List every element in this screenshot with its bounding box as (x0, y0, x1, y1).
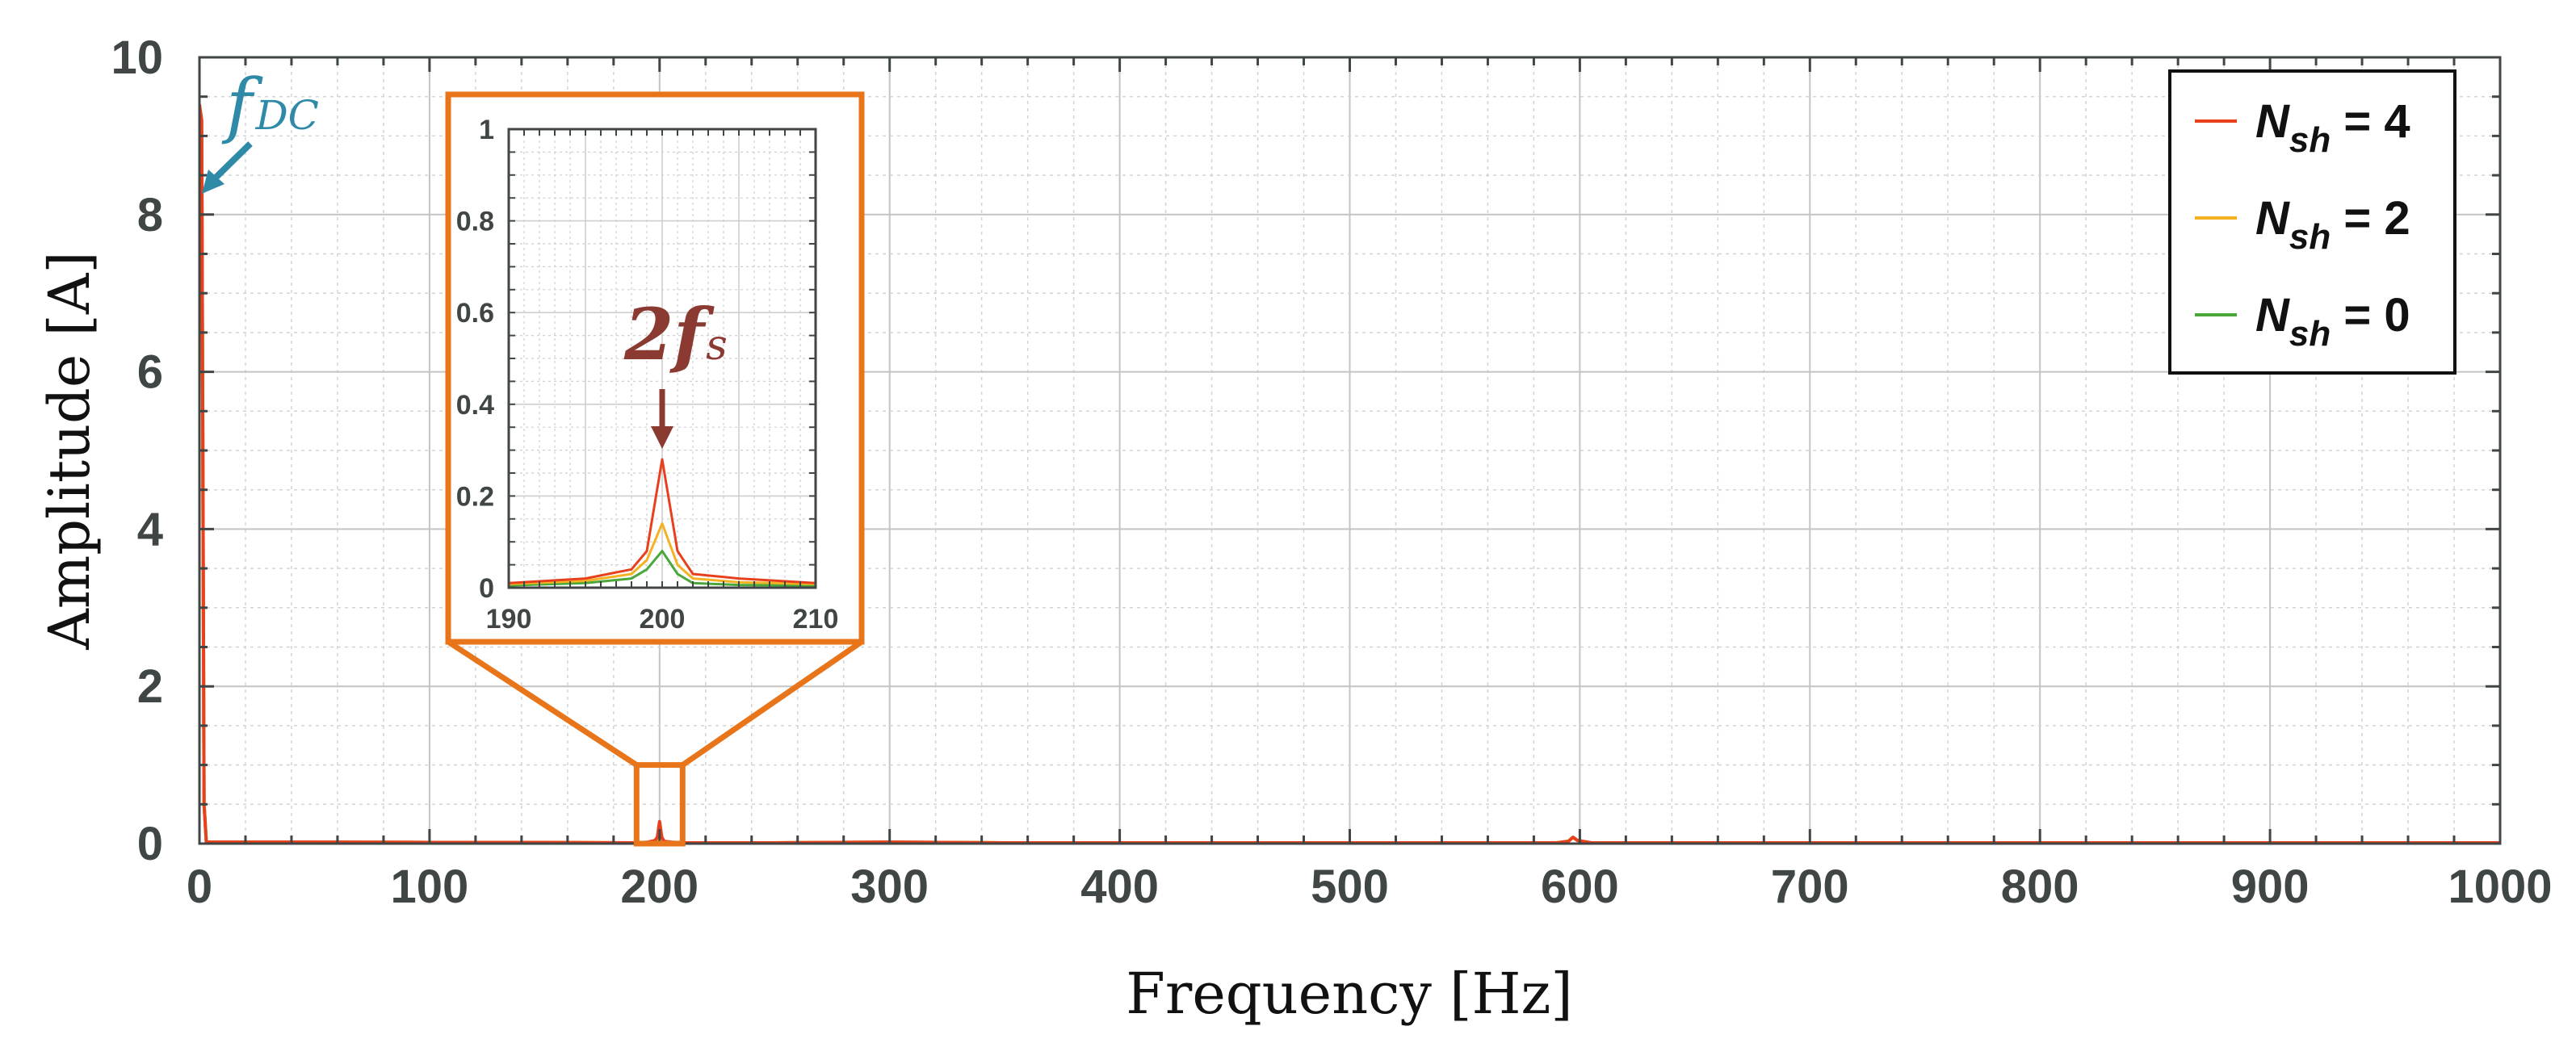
y-tick-label: 10 (111, 31, 163, 84)
inset-y-tick-label: 1 (479, 115, 494, 145)
zoom-region-box (633, 762, 686, 847)
annotation-fdc-sub: DC (255, 92, 319, 139)
x-tick-label: 0 (187, 861, 212, 913)
inset-series-line-Nsh-0 (509, 550, 816, 587)
inset-y-tick-labels: 0 0.2 0.4 0.6 0.8 1 (456, 115, 494, 604)
y-tick-label: 2 (137, 660, 163, 713)
x-axis-title: Frequency [Hz] (1126, 961, 1572, 1027)
x-tick-labels: 0 100 200 300 400 500 600 700 800 900 1000 (187, 861, 2553, 913)
legend-label: Nsh = 2 (2255, 192, 2410, 257)
inset-x-tick-labels: 190 200 210 (486, 604, 839, 635)
zoom-region (447, 639, 863, 847)
x-tick-label: 100 (391, 861, 469, 913)
annotation-2fs-label: 2fs (623, 292, 728, 376)
legend-label-suffix: = 4 (2331, 95, 2410, 148)
inset-x-tick-label: 190 (486, 604, 532, 635)
annotation-fdc-arrow (209, 141, 253, 184)
x-tick-label: 300 (850, 861, 929, 913)
annotation-2fs-arrowhead (651, 426, 673, 449)
inset-chart: 190 200 210 0 0.2 0.4 0.6 0.8 1 (445, 91, 865, 645)
x-tick-label: 400 (1080, 861, 1159, 913)
legend-label-suffix: = 2 (2331, 192, 2410, 245)
inset-ticks (508, 128, 816, 589)
inset-series-group (509, 458, 816, 587)
inset-border (445, 91, 865, 645)
x-tick-label: 700 (1771, 861, 1849, 913)
inset-series-line-Nsh-4 (509, 458, 816, 584)
legend-label-sub: sh (2289, 120, 2331, 160)
legend-label: Nsh = 0 (2255, 289, 2410, 354)
inset-y-tick-label: 0.8 (456, 207, 494, 237)
x-tick-label: 600 (1541, 861, 1619, 913)
y-axis-title: Amplitude [A] (36, 251, 103, 650)
legend-label-sub: sh (2289, 314, 2331, 354)
x-tick-label: 1000 (2448, 861, 2552, 913)
zoom-connector-left (447, 639, 639, 768)
inset-series-line-Nsh-2 (509, 522, 816, 585)
legend-label-sub: sh (2289, 217, 2331, 257)
inset-y-tick-label: 0.2 (456, 481, 494, 512)
inset-x-tick-label: 210 (793, 604, 839, 635)
y-tick-label: 0 (137, 818, 163, 870)
inset-y-tick-label: 0.6 (456, 298, 494, 329)
x-tick-label: 800 (2001, 861, 2079, 913)
main-ticks (198, 56, 2502, 845)
inset-y-tick-label: 0 (479, 573, 494, 604)
annotation-fdc: fDC (202, 63, 319, 194)
y-tick-label: 4 (137, 503, 163, 555)
legend-label: Nsh = 4 (2255, 95, 2410, 160)
x-tick-label: 900 (2231, 861, 2310, 913)
y-tick-label: 8 (137, 189, 163, 241)
legend-label-prefix: N (2255, 289, 2290, 341)
y-tick-label: 6 (137, 346, 163, 399)
inset-x-tick-label: 200 (640, 604, 686, 635)
annotation-2fs: 2fs (623, 292, 728, 449)
legend-label-suffix: = 0 (2331, 289, 2410, 341)
legend-label-prefix: N (2255, 192, 2290, 245)
x-tick-label: 200 (620, 861, 699, 913)
y-tick-labels: 0 2 4 6 8 10 (111, 31, 163, 870)
x-tick-label: 500 (1311, 861, 1389, 913)
annotation-2fs-sub: s (706, 321, 728, 370)
annotation-2fs-base: 2f (623, 292, 715, 376)
annotation-fdc-arrowhead (202, 170, 224, 194)
zoom-connector-right (681, 639, 863, 768)
annotation-fdc-label: fDC (221, 63, 319, 146)
inset-y-tick-label: 0.4 (456, 390, 494, 421)
legend-label-prefix: N (2255, 95, 2290, 148)
